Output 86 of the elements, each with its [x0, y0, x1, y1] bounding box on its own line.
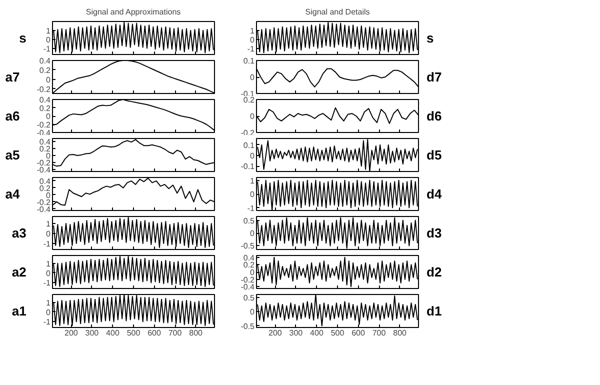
y-tick-label: -1 [43, 318, 52, 327]
y-tick-label: 1 [46, 259, 52, 268]
y-axis-title: d5 [426, 148, 442, 162]
y-axis-title: d7 [426, 70, 442, 84]
y-tick-label: 0 [250, 308, 256, 317]
x-tick-label: 400 [310, 328, 324, 338]
y-tick-label: -1 [43, 44, 52, 54]
y-tick-label: 0.5 [243, 216, 256, 226]
y-tick-label: 0 [250, 190, 256, 199]
y-axis-title: a2 [12, 264, 26, 280]
x-tick-label: 700 [372, 328, 386, 338]
y-axis-title: s [426, 30, 434, 46]
y-axis-title: a1 [12, 304, 26, 318]
y-tick-label: 0.1 [243, 140, 256, 150]
y-axis-title: d1 [426, 304, 442, 318]
x-tick-label: 300 [289, 328, 304, 338]
y-tick-label: 0 [250, 35, 256, 44]
y-axis-title: d6 [426, 108, 442, 124]
y-tick-label: 0 [46, 112, 52, 121]
y-tick-label: 0.4 [39, 56, 52, 66]
y-tick-label: 0.4 [39, 96, 52, 104]
y-tick-label: -1 [43, 278, 52, 288]
y-tick-label: 0.2 [39, 104, 52, 113]
y-tick-label: 1 [250, 26, 256, 36]
y-tick-label: -0.1 [240, 162, 256, 172]
y-tick-label: -0.2 [36, 158, 52, 168]
y-tick-label: 0 [250, 112, 256, 121]
x-tick-label: 500 [330, 328, 345, 338]
y-tick-label: 0.2 [39, 66, 52, 75]
y-tick-label: -0.2 [36, 198, 52, 207]
y-tick-label: -0.4 [240, 282, 256, 292]
y-axis-title: a3 [12, 226, 26, 240]
y-tick-label: 0.4 [243, 253, 256, 262]
y-tick-label: 0.4 [39, 137, 52, 146]
y-tick-label: -0.4 [36, 204, 52, 214]
y-tick-label: -0.4 [36, 166, 52, 175]
x-tick-label: 800 [189, 328, 204, 338]
y-tick-label: 0.2 [39, 184, 52, 193]
y-tick-label: 1 [250, 176, 256, 186]
y-tick-label: 0 [46, 230, 52, 238]
y-tick-label: -0.2 [240, 275, 256, 284]
y-axis-title: d3 [426, 226, 442, 240]
x-tick-label: 200 [268, 328, 282, 338]
y-axis-title: a6 [5, 108, 20, 124]
y-tick-label: 1 [46, 220, 52, 228]
y-tick-label: 0.2 [243, 260, 256, 270]
y-axis-title: s [19, 30, 26, 46]
y-tick-label: -0.5 [240, 242, 256, 251]
x-tick-label: 700 [168, 328, 182, 338]
x-tick-label: 200 [64, 328, 78, 338]
y-tick-label: -1 [43, 240, 52, 248]
y-tick-label: 0.2 [39, 144, 52, 154]
y-tick-label: 0 [250, 268, 256, 277]
x-tick-label: 300 [85, 328, 100, 338]
y-tick-label: 0.2 [243, 96, 256, 104]
y-tick-label: 0 [46, 75, 52, 84]
y-tick-label: 1 [46, 298, 52, 308]
y-tick-label: 0.5 [243, 293, 256, 302]
x-tick-label: 400 [106, 328, 120, 338]
x-tick-label: 500 [126, 328, 141, 338]
y-tick-label: 0 [46, 308, 52, 317]
y-tick-label: -0.5 [240, 322, 256, 331]
chart-title: Signal and Approximations [86, 8, 181, 16]
y-tick-label: -1 [247, 44, 256, 54]
y-tick-label: -1 [247, 204, 256, 213]
x-tick-label: 600 [352, 328, 366, 338]
y-tick-label: 0 [46, 268, 52, 278]
y-tick-label: 0 [46, 190, 52, 200]
y-tick-label: 0 [46, 152, 52, 161]
y-axis-title: d2 [426, 264, 442, 280]
y-tick-label: 1 [46, 26, 52, 36]
x-tick-label: 800 [393, 328, 408, 338]
y-tick-label: 0 [250, 229, 256, 238]
y-axis-title: a4 [5, 186, 20, 202]
y-axis-title: a5 [5, 148, 20, 162]
y-tick-label: 0 [250, 152, 256, 161]
y-tick-label: 0 [250, 73, 256, 82]
y-tick-label: -0.2 [36, 84, 52, 94]
y-axis-title: d4 [426, 186, 442, 202]
y-tick-label: 0.1 [243, 56, 256, 66]
chart-title: Signal and Details [305, 8, 370, 16]
y-tick-label: 0 [46, 35, 52, 44]
y-axis-title: a7 [5, 70, 20, 84]
y-tick-label: -0.2 [36, 120, 52, 130]
y-tick-label: 0.4 [39, 176, 52, 186]
x-tick-label: 600 [148, 328, 162, 338]
